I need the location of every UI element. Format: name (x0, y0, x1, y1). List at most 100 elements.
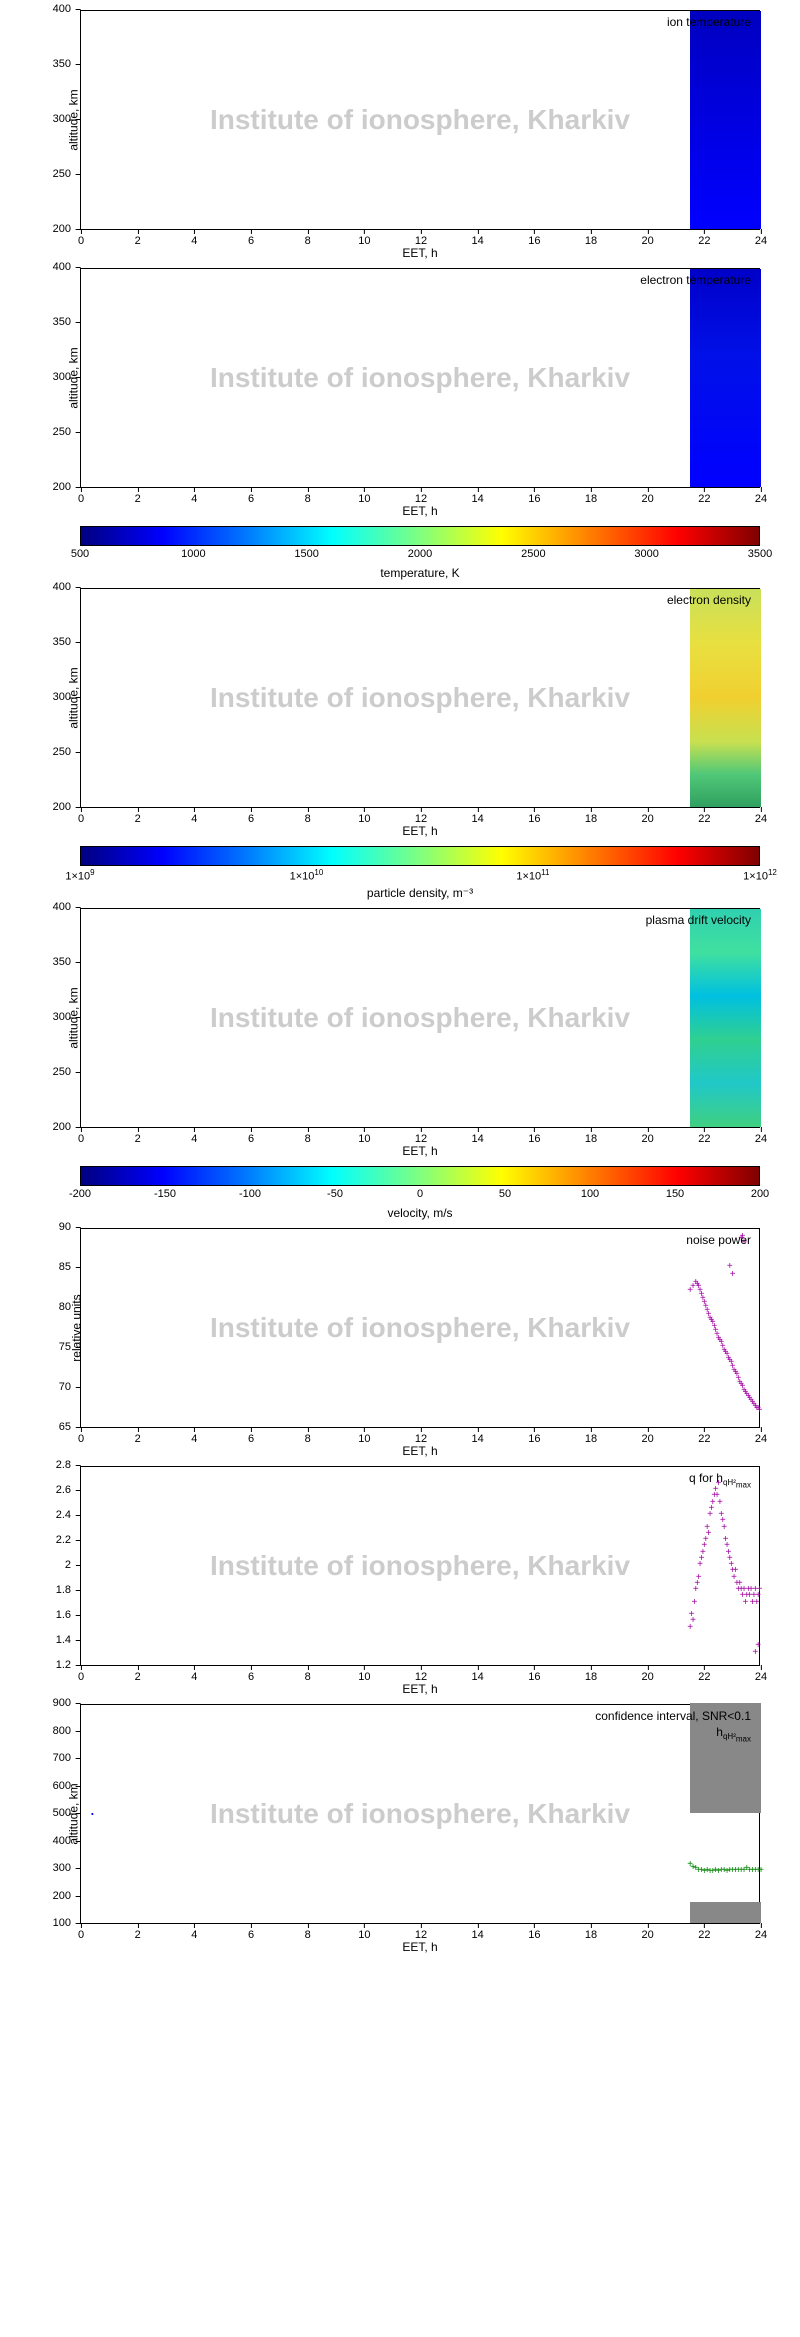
x-tick: 12 (415, 1433, 427, 1445)
x-tick: 10 (358, 813, 370, 825)
colorbar-tick: 150 (666, 1188, 684, 1200)
x-tick: 12 (415, 1671, 427, 1683)
plot-box: altitude, kmplasma drift velocityInstitu… (80, 908, 760, 1128)
x-tick: 6 (248, 1671, 254, 1683)
y-tick: 1.2 (56, 1659, 71, 1671)
x-tick: 4 (191, 493, 197, 505)
x-tick: 12 (415, 813, 427, 825)
x-tick: 6 (248, 1929, 254, 1941)
x-tick: 14 (472, 1929, 484, 1941)
colorbar-tick: 1×1010 (290, 868, 324, 883)
watermark: Institute of ionosphere, Kharkiv (210, 1798, 630, 1830)
x-axis-label: EET, h (80, 1444, 760, 1458)
y-tick: 2 (65, 1559, 71, 1571)
colorbar-tick: 3000 (634, 548, 658, 560)
plot-box: relative unitsnoise powerInstitute of io… (80, 1228, 760, 1428)
confidence-region (690, 1902, 761, 1923)
x-tick: 16 (528, 1929, 540, 1941)
panel-electron_temp: altitude, kmelectron temperatureInstitut… (20, 268, 780, 580)
x-tick: 14 (472, 1433, 484, 1445)
colorbar-tick: 2500 (521, 548, 545, 560)
x-tick: 2 (135, 1433, 141, 1445)
y-tick: 2.8 (56, 1459, 71, 1471)
x-tick: 4 (191, 1671, 197, 1683)
y-tick: 250 (53, 168, 71, 180)
colorbar-gradient (80, 846, 760, 866)
x-tick: 24 (755, 1929, 767, 1941)
y-tick: 350 (53, 956, 71, 968)
x-tick: 18 (585, 235, 597, 247)
x-tick: 16 (528, 493, 540, 505)
colorbar-label: velocity, m/s (80, 1206, 760, 1220)
colorbar-tick: 1500 (294, 548, 318, 560)
x-tick: 4 (191, 1133, 197, 1145)
y-tick: 250 (53, 426, 71, 438)
x-tick: 22 (698, 1433, 710, 1445)
x-tick: 18 (585, 1133, 597, 1145)
colorbar-tick: -100 (239, 1188, 261, 1200)
x-tick: 12 (415, 235, 427, 247)
y-tick: 1.6 (56, 1609, 71, 1621)
watermark: Institute of ionosphere, Kharkiv (210, 1550, 630, 1582)
x-tick: 10 (358, 1929, 370, 1941)
x-tick: 8 (305, 493, 311, 505)
x-tick: 14 (472, 235, 484, 247)
scatter-point: + (730, 1270, 736, 1280)
x-tick: 20 (642, 493, 654, 505)
y-tick: 2.2 (56, 1534, 71, 1546)
scatter-point: + (757, 1585, 763, 1595)
y-axis-label: relative units (70, 1294, 84, 1361)
x-tick: 2 (135, 235, 141, 247)
y-tick: 400 (53, 581, 71, 593)
watermark: Institute of ionosphere, Kharkiv (210, 104, 630, 136)
x-tick: 22 (698, 493, 710, 505)
x-tick: 22 (698, 1671, 710, 1683)
x-tick: 16 (528, 813, 540, 825)
x-tick: 18 (585, 813, 597, 825)
x-tick: 22 (698, 235, 710, 247)
x-tick: 12 (415, 493, 427, 505)
colorbar-label: temperature, K (80, 566, 760, 580)
x-tick: 16 (528, 235, 540, 247)
x-tick: 20 (642, 1433, 654, 1445)
colorbar-gradient (80, 1166, 760, 1186)
colorbar-tick: 200 (751, 1188, 769, 1200)
x-axis-label: EET, h (80, 504, 760, 518)
x-tick: 16 (528, 1133, 540, 1145)
x-tick: 18 (585, 493, 597, 505)
x-tick: 6 (248, 1133, 254, 1145)
y-tick: 350 (53, 636, 71, 648)
x-tick: 4 (191, 1433, 197, 1445)
y-tick: 200 (53, 801, 71, 813)
x-tick: 20 (642, 1133, 654, 1145)
colorbar-tick: -50 (327, 1188, 343, 1200)
x-tick: 10 (358, 235, 370, 247)
x-tick: 20 (642, 1671, 654, 1683)
x-tick: 2 (135, 1929, 141, 1941)
colorbar-tick: 500 (71, 548, 89, 560)
x-tick: 22 (698, 813, 710, 825)
x-tick: 14 (472, 813, 484, 825)
x-tick: 20 (642, 1929, 654, 1941)
heatmap-data (690, 11, 761, 229)
y-tick: 1.4 (56, 1634, 71, 1646)
blue-point: · (89, 1808, 95, 1818)
colorbar-tick: 50 (499, 1188, 511, 1200)
scatter-point: + (706, 1529, 712, 1539)
colorbar-tick: 1×109 (65, 868, 94, 883)
x-tick: 8 (305, 235, 311, 247)
panel-confidence: altitude, kmconfidence interval, SNR<0.1… (20, 1704, 780, 1954)
y-tick: 300 (53, 691, 71, 703)
x-tick: 14 (472, 1133, 484, 1145)
watermark: Institute of ionosphere, Kharkiv (210, 682, 630, 714)
colorbar-label: particle density, m⁻³ (80, 886, 760, 900)
y-tick: 200 (53, 1121, 71, 1133)
scatter-point: + (757, 1406, 763, 1416)
x-tick: 2 (135, 813, 141, 825)
x-tick: 20 (642, 813, 654, 825)
scatter-point: + (691, 1598, 697, 1608)
x-tick: 14 (472, 1671, 484, 1683)
panel-electron_density: altitude, kmelectron densityInstitute of… (20, 588, 780, 900)
watermark: Institute of ionosphere, Kharkiv (210, 1002, 630, 1034)
plot-title: electron density (667, 593, 751, 607)
